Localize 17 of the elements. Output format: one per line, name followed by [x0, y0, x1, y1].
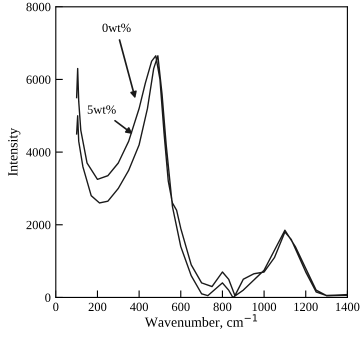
y-tick-label: 8000: [26, 2, 50, 12]
y-axis-title: Intensity: [8, 128, 20, 176]
x-tick-label: 200: [88, 302, 106, 312]
y-tick-label: 2000: [26, 220, 50, 230]
x-tick-label: 1000: [252, 302, 276, 312]
x-tick-label: 1200: [294, 302, 318, 312]
y-tick-label: 6000: [26, 75, 50, 84]
x-axis-title: Wavenumber, cm$^{−1}$: [144, 314, 258, 329]
annotation: 0wt%: [102, 24, 131, 32]
x-tick-label: 0: [53, 302, 58, 312]
annotation: 5wt%: [88, 105, 116, 114]
y-tick-label: 4000: [26, 148, 50, 157]
y-tick-label: 0: [45, 293, 50, 302]
x-tick-label: 800: [214, 302, 232, 312]
x-tick-label: 1400: [336, 302, 360, 312]
x-tick-label: 400: [130, 302, 148, 312]
x-tick-label: 600: [172, 302, 190, 312]
